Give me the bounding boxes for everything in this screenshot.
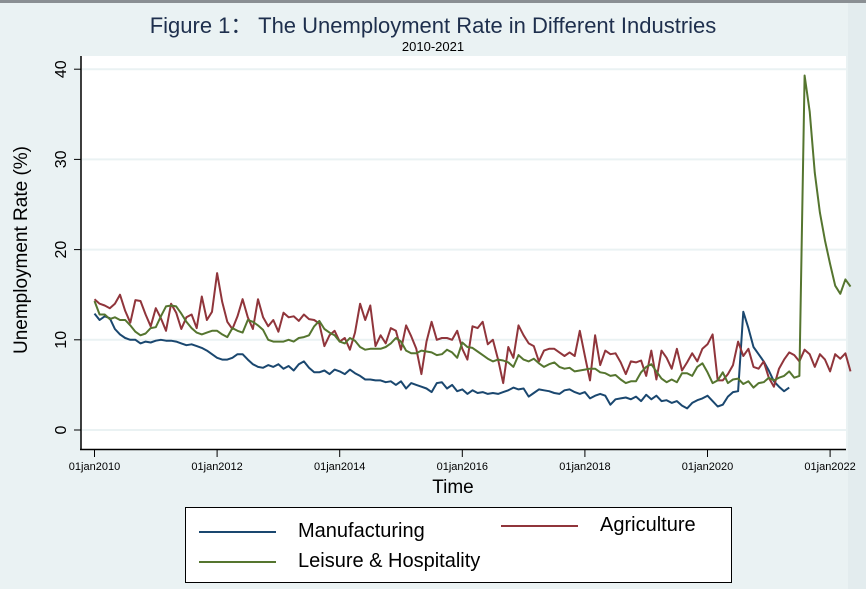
series-lines <box>93 74 852 410</box>
chart-title: Figure 1： The Unemployment Rate in Diffe… <box>149 13 717 38</box>
y-tick-label-30: 30 <box>53 150 70 168</box>
window-right-edge <box>848 3 866 589</box>
y-tick-label-0: 0 <box>53 425 70 434</box>
gridlines <box>82 68 846 431</box>
legend-item-manufacturing: Manufacturing <box>199 520 425 543</box>
y-tick-label-40: 40 <box>53 60 70 78</box>
legend-item-leisure-hospitality: Leisure & Hospitality <box>199 550 480 573</box>
y-tick-label-10: 10 <box>53 331 70 349</box>
y-axis-ticks: 0 10 20 30 40 <box>53 60 81 434</box>
series-line-manufacturing <box>93 310 790 410</box>
legend-item-agriculture: Agriculture <box>501 514 696 537</box>
x-tick-label-2018: 01jan2018 <box>559 461 610 473</box>
x-tick-label-2010: 01jan2010 <box>69 461 120 473</box>
x-tick-label-2016: 01jan2016 <box>437 461 488 473</box>
x-tick-label-2014: 01jan2014 <box>314 461 365 473</box>
chart-subtitle: 2010-2021 <box>401 39 465 54</box>
plot-area <box>81 56 846 449</box>
legend-swatch-agriculture <box>501 524 578 527</box>
series-line-leisure-hospitality <box>93 74 852 389</box>
legend-swatch-manufacturing <box>199 530 276 533</box>
legend-label-agriculture: Agriculture <box>600 514 696 536</box>
legend-label-manufacturing: Manufacturing <box>298 520 425 542</box>
y-tick-label-20: 20 <box>53 241 70 259</box>
series-line-agriculture <box>93 272 852 388</box>
legend: Manufacturing Agriculture Leisure & Hosp… <box>185 507 732 583</box>
x-tick-label-2012: 01jan2012 <box>191 461 242 473</box>
legend-label-leisure-hospitality: Leisure & Hospitality <box>298 550 481 572</box>
x-tick-label-2022: 01jan2022 <box>804 461 855 473</box>
x-tick-label-2020: 01jan2020 <box>682 461 733 473</box>
x-axis-ticks: 01jan2010 01jan2012 01jan2014 01jan2016 01ja… <box>69 450 856 473</box>
x-axis-label: Time <box>432 477 474 498</box>
window-top-border <box>0 0 866 3</box>
y-axis-label: Unemployment Rate (%) <box>11 146 32 354</box>
legend-swatch-leisure-hospitality <box>199 560 276 563</box>
